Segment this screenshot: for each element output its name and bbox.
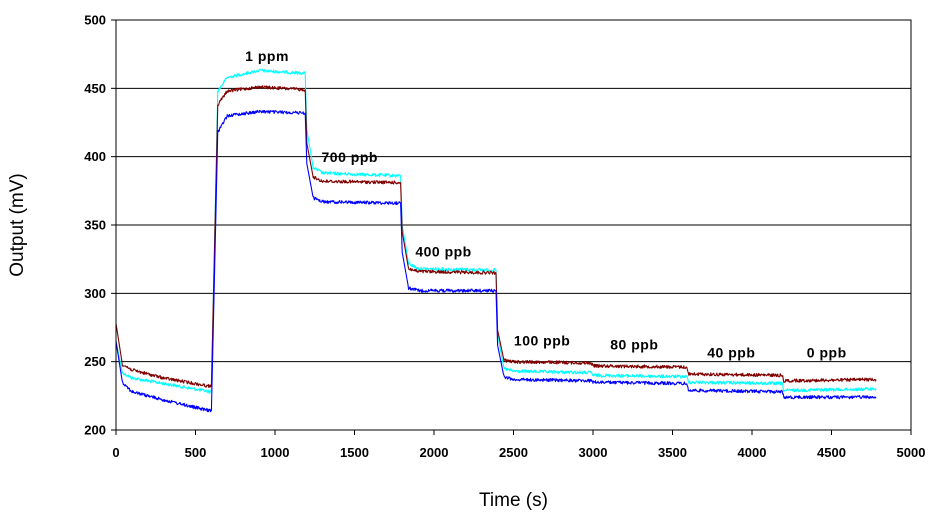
series-line — [115, 68, 877, 394]
y-tick-label: 450 — [84, 81, 106, 96]
x-tick-label: 4000 — [738, 445, 767, 460]
x-tick-label: 2500 — [499, 445, 528, 460]
x-tick-label: 0 — [112, 445, 119, 460]
concentration-label: 40 ppb — [707, 345, 755, 361]
x-tick-label: 3000 — [579, 445, 608, 460]
concentration-label: 0 ppb — [807, 345, 847, 361]
x-axis-title: Time (s) — [479, 490, 548, 511]
series-line — [115, 85, 877, 389]
x-tick-label: 500 — [185, 445, 207, 460]
series-layer — [115, 68, 877, 413]
concentration-label: 80 ppb — [610, 336, 658, 352]
y-tick-label: 300 — [84, 286, 106, 301]
concentration-label: 700 ppb — [322, 149, 378, 165]
y-tick-label: 200 — [84, 423, 106, 438]
y-tick-label: 400 — [84, 149, 106, 164]
annotations: 1 ppm 700 ppb 400 ppb 100 ppb 80 ppb 40 ppb 0 … — [245, 48, 846, 361]
y-tick-label: 350 — [84, 218, 106, 233]
x-tick-label: 2000 — [420, 445, 449, 460]
x-tick-label: 1500 — [340, 445, 369, 460]
gridlines — [116, 87, 911, 363]
series-line — [115, 109, 877, 413]
concentration-label: 100 ppb — [514, 332, 570, 348]
x-tick-label: 4500 — [817, 445, 846, 460]
y-tick-label: 500 — [84, 13, 106, 28]
concentration-label: 400 ppb — [415, 243, 471, 259]
y-tick-label: 250 — [84, 354, 106, 369]
concentration-label: 1 ppm — [245, 48, 289, 64]
x-tick-label: 5000 — [897, 445, 926, 460]
x-tick-label: 3500 — [658, 445, 687, 460]
x-tick-label: 1000 — [261, 445, 290, 460]
y-axis-title: Output (mV) — [7, 173, 28, 276]
